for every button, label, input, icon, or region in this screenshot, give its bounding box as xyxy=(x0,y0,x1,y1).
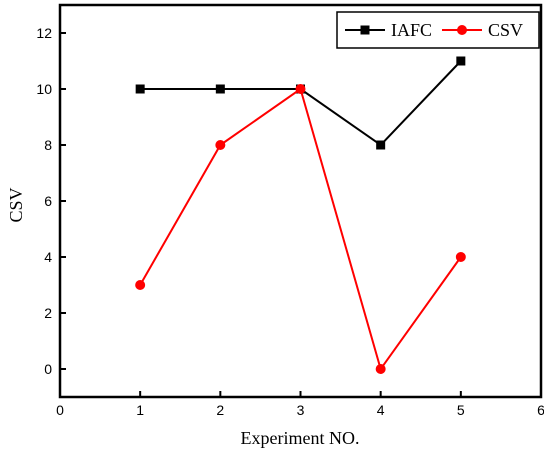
data-point-csv xyxy=(295,84,306,94)
y-tick-label: 10 xyxy=(36,81,52,97)
y-tick-label: 8 xyxy=(44,137,52,153)
series-line-csv xyxy=(139,87,462,372)
y-tick-label: 0 xyxy=(44,361,52,377)
x-tick-label: 5 xyxy=(457,402,465,418)
x-tick-label: 3 xyxy=(297,402,305,418)
y-tick-label: 4 xyxy=(44,249,52,265)
plot-frame xyxy=(58,3,543,399)
y-tick-label: 6 xyxy=(44,193,52,209)
legend-marker-csv xyxy=(457,25,467,35)
legend-label-iafc: IAFC xyxy=(391,20,432,40)
y-axis-title: CSV xyxy=(6,187,26,222)
data-point-iafc xyxy=(456,56,466,66)
data-point-csv xyxy=(215,140,226,150)
data-point-csv xyxy=(455,252,466,262)
data-point-iafc xyxy=(135,84,145,94)
y-tick-label: 12 xyxy=(36,25,52,41)
data-point-iafc xyxy=(376,140,386,150)
legend-label-csv: CSV xyxy=(488,20,523,40)
x-tick-label: 6 xyxy=(537,402,544,418)
x-tick-label: 2 xyxy=(216,402,224,418)
data-point-csv xyxy=(375,364,386,374)
data-point-csv xyxy=(135,280,146,290)
y-tick-label: 2 xyxy=(44,305,52,321)
series-line-iafc xyxy=(140,60,462,147)
x-tick-label: 4 xyxy=(377,402,385,418)
x-tick-label: 0 xyxy=(56,402,64,418)
x-axis-title: Experiment NO. xyxy=(241,428,360,448)
x-tick-label: 1 xyxy=(136,402,144,418)
legend-marker-iafc xyxy=(360,25,370,35)
data-point-iafc xyxy=(215,84,225,94)
